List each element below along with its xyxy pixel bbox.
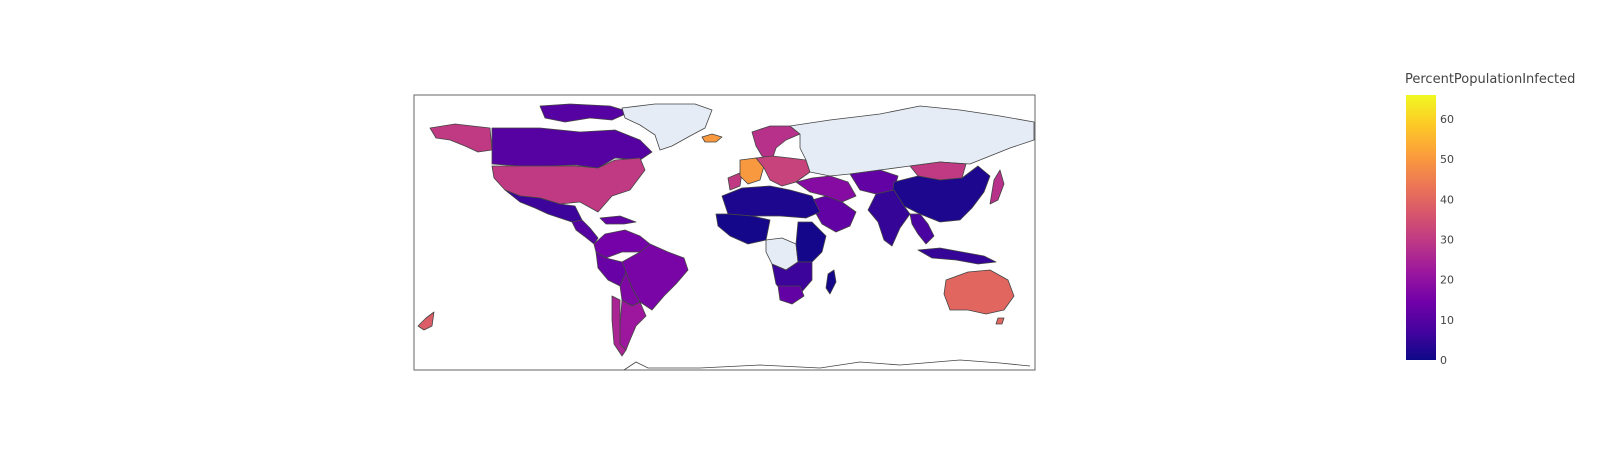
antarctica-coastline	[623, 359, 1031, 371]
region-indonesia[interactable]: Indonesia	[917, 247, 997, 265]
region-india[interactable]: India	[867, 189, 911, 247]
colorbar-tick-30: 30	[1440, 234, 1454, 247]
colorbar-tick-0: 0	[1440, 354, 1447, 367]
region-central-america[interactable]: Central America	[571, 219, 599, 245]
colorbar-ticks: 0 10 20 30 40 50 60	[1440, 113, 1454, 367]
colorbar-tick-60: 60	[1440, 113, 1454, 126]
colorbar-tick-50: 50	[1440, 153, 1454, 166]
colorbar[interactable]	[1406, 95, 1436, 360]
colorbar-tick-40: 40	[1440, 193, 1454, 206]
colorbar-tick-20: 20	[1440, 274, 1454, 287]
region-scandinavia[interactable]: Scandinavia	[751, 125, 801, 161]
region-caribbean[interactable]: Caribbean	[599, 215, 637, 225]
region-arabian-peninsula[interactable]: Arabian Peninsula	[811, 195, 857, 233]
region-iceland[interactable]: Iceland	[701, 133, 723, 143]
region-turkey-middle-east[interactable]: Turkey & Middle East	[795, 175, 857, 203]
region-china[interactable]: China	[891, 165, 991, 223]
region-russia[interactable]: Russia	[789, 105, 1035, 177]
region-alaska[interactable]: Alaska	[429, 123, 493, 153]
region-tasmania[interactable]: Tasmania	[995, 317, 1005, 325]
region-south-africa[interactable]: South Africa	[777, 285, 805, 305]
region-canadian-arctic[interactable]: Canadian Arctic	[539, 103, 631, 123]
colorbar-tick-10: 10	[1440, 314, 1454, 327]
region-east-africa[interactable]: East Africa	[795, 221, 827, 263]
region-chile[interactable]: Chile	[611, 295, 627, 357]
region-southeast-asia[interactable]: Southeast Asia	[909, 213, 935, 245]
region-japan[interactable]: Japan	[989, 169, 1005, 205]
region-central-europe[interactable]: Central Europe	[755, 155, 811, 187]
region-new-zealand[interactable]: New Zealand	[417, 311, 435, 331]
region-western-europe[interactable]: Western Europe	[727, 171, 743, 191]
region-australia[interactable]: Australia	[943, 269, 1015, 315]
colorbar-title: PercentPopulationInfected	[1405, 72, 1575, 87]
region-madagascar[interactable]: Madagascar	[825, 269, 837, 295]
region-greenland[interactable]: Greenland	[621, 103, 713, 151]
regions-layer: AlaskaCanadaCanadian ArcticUnited States…	[417, 103, 1035, 357]
